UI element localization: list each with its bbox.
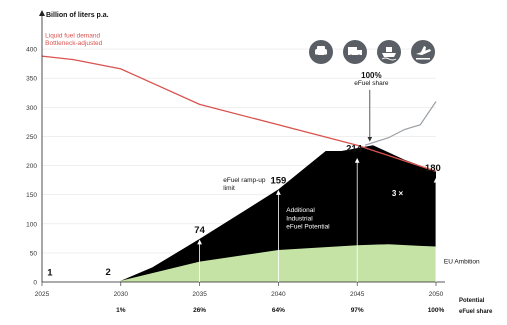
annotation-label: 214 [346, 143, 363, 154]
airplane-icon [411, 40, 435, 64]
extended-potential-line [364, 101, 437, 146]
y-tick-label: 300 [26, 105, 37, 112]
annotation-label: 180 [425, 163, 441, 174]
annotation-label: 3 × [392, 189, 404, 198]
car-icon [309, 40, 333, 64]
y-tick-label: 200 [26, 163, 37, 170]
x-tick-label: 2025 [35, 291, 50, 298]
annotation-label: Additional [286, 207, 315, 214]
x-tick-label: 2040 [271, 291, 286, 298]
demand-line [41, 55, 437, 173]
annotation-label: limit [223, 185, 235, 192]
annotation-label: 1 [47, 267, 53, 278]
x-secondary-label: 1% [116, 307, 126, 314]
y-tick-label: 50 [30, 250, 38, 257]
transport-icons [309, 40, 435, 64]
y-axis-arrow [39, 10, 45, 16]
truck-icon [343, 40, 367, 64]
y-axis-title: Billion of liters p.a. [46, 12, 109, 19]
y-tick-label: 400 [26, 47, 37, 54]
x-tick-label: 2045 [350, 291, 365, 298]
y-tick-label: 350 [26, 76, 37, 83]
lines [41, 55, 437, 173]
x-tick-label: 2050 [429, 291, 444, 298]
x-secondary-title-line2: eFuel share [459, 309, 493, 315]
y-tick-label: 100 [26, 221, 37, 228]
x-secondary-label: 26% [193, 307, 206, 314]
annotation-label: 2 [106, 267, 111, 278]
y-tick-label: 250 [26, 134, 37, 141]
annotation-label: eFuel ramp-up [223, 177, 266, 184]
x-secondary-label: 97% [351, 307, 364, 314]
annotation-label: EU Ambition [444, 258, 480, 265]
x-secondary-label: 100% [428, 307, 445, 314]
annotation-label: 74 [194, 225, 205, 236]
annotation-label: eFuel share [354, 80, 389, 87]
annotation-label: Bottleneck-adjusted [45, 40, 102, 47]
y-tick-label: 0 [33, 280, 37, 287]
ship-icon [377, 40, 401, 64]
y-tick-label: 150 [26, 192, 37, 199]
annotation-label: Liquid fuel demand [45, 32, 100, 39]
grid [42, 48, 436, 254]
annotation-label: 100% [361, 71, 381, 80]
annotation-label: Industrial [286, 215, 313, 222]
x-tick-label: 2030 [114, 291, 129, 298]
annotations: 1 2 74 159 214 180 100%eFuel share eFuel ramp-u… [45, 32, 480, 278]
annotation-label: 159 [270, 175, 286, 186]
x-secondary-title-line1: Potential [459, 298, 485, 304]
arrows [197, 89, 439, 282]
annotation-label: eFuel Potential [286, 223, 330, 230]
x-tick-label: 2035 [192, 291, 207, 298]
x-secondary-label: 64% [272, 307, 285, 314]
